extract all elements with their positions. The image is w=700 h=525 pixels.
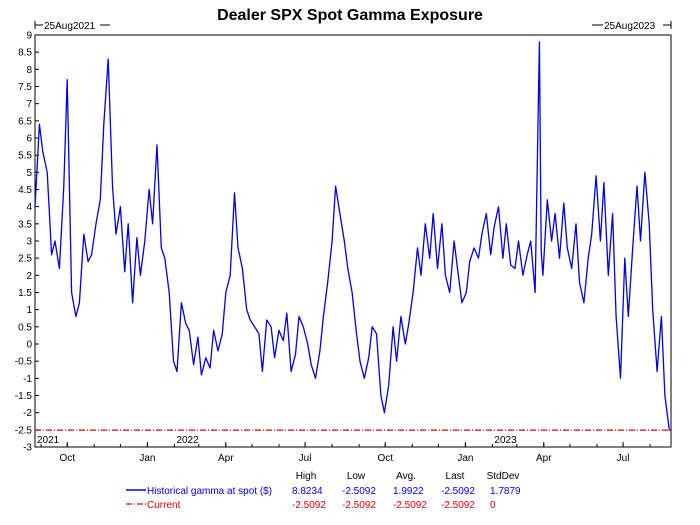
stat-historical-stddev: 1.7879 <box>490 486 521 497</box>
y-tick-label: 3 <box>26 237 32 248</box>
legend-entry-current: Current -2.5092 -2.5092 -2.5092 -2.5092 … <box>126 500 496 511</box>
y-tick-label: 0.5 <box>18 322 32 333</box>
y-tick-label: 1.5 <box>18 288 32 299</box>
stat-current-avg: -2.5092 <box>393 500 427 511</box>
range-start-label: 25Aug2021 <box>44 21 96 32</box>
range-end-label: 25Aug2023 <box>604 21 656 32</box>
stat-historical-last: -2.5092 <box>441 486 475 497</box>
y-tick-label: -2 <box>23 408 32 419</box>
legend-label-historical: Historical gamma at spot ($) <box>147 486 272 497</box>
historical-gamma-line <box>34 41 672 431</box>
x-tick-label: Jan <box>139 453 155 464</box>
legend-label-current: Current <box>147 500 181 511</box>
y-tick-label: -1.5 <box>15 391 33 402</box>
stats-header-avg: Avg. <box>396 471 416 482</box>
stats-header-high: High <box>296 471 317 482</box>
y-tick-label: 4 <box>26 202 32 213</box>
stats-header-low: Low <box>347 471 366 482</box>
series-lines <box>34 41 672 431</box>
x-tick-label: Oct <box>59 453 75 464</box>
x-tick-label: Apr <box>536 453 552 464</box>
y-tick-label: 9 <box>26 31 32 42</box>
x-tick-label: Apr <box>218 453 234 464</box>
y-tick-label: 8.5 <box>18 48 32 59</box>
y-tick-label: 5 <box>26 168 32 179</box>
y-tick-label: 6 <box>26 134 32 145</box>
y-tick-label: 7 <box>26 99 32 110</box>
y-tick-label: -2.5 <box>15 425 33 436</box>
y-tick-label: 2.5 <box>18 254 32 265</box>
y-tick-label: 3.5 <box>18 219 32 230</box>
stat-historical-avg: 1.9922 <box>393 486 424 497</box>
x-tick-label: Jan <box>457 453 473 464</box>
y-tick-label: 5.5 <box>18 151 32 162</box>
year-label: 2022 <box>176 435 199 446</box>
range-start-marker: 25Aug2021 <box>34 21 110 32</box>
x-tick-label: Jul <box>299 453 312 464</box>
range-end-marker: 25Aug2023 <box>592 21 672 32</box>
legend-entry-historical: Historical gamma at spot ($) 8.8234 -2.5… <box>126 486 521 497</box>
year-label: 2021 <box>37 435 60 446</box>
stat-current-last: -2.5092 <box>441 500 475 511</box>
y-tick-label: 0 <box>26 340 32 351</box>
stat-historical-high: 8.8234 <box>292 486 323 497</box>
y-tick-label: 7.5 <box>18 82 32 93</box>
y-axis: 9 8.5 8 7.5 7 6.5 6 5.5 5 4.5 4 3.5 3 2.5 2 1.5 1 0.5 0 -0.… <box>15 31 39 454</box>
y-tick-label: -0.5 <box>15 357 33 368</box>
stats-header-last: Last <box>446 471 465 482</box>
y-tick-label: 2 <box>26 271 32 282</box>
y-tick-label: 8 <box>26 65 32 76</box>
y-tick-label: -3 <box>23 443 32 454</box>
stat-current-high: -2.5092 <box>292 500 326 511</box>
stat-historical-low: -2.5092 <box>342 486 376 497</box>
year-label: 2023 <box>494 435 517 446</box>
y-tick-label: 4.5 <box>18 185 32 196</box>
legend: High Low Avg. Last StdDev Historical gam… <box>126 471 521 511</box>
stats-header-stddev: StdDev <box>487 471 520 482</box>
y-tick-label: 6.5 <box>18 116 32 127</box>
x-tick-label: Jul <box>617 453 630 464</box>
plot-frame <box>34 34 672 448</box>
y-tick-label: -1 <box>23 374 32 385</box>
stat-current-low: -2.5092 <box>342 500 376 511</box>
x-tick-label: Oct <box>377 453 393 464</box>
y-tick-label: 1 <box>26 305 32 316</box>
chart-title: Dealer SPX Spot Gamma Exposure <box>217 7 483 24</box>
stat-current-stddev: 0 <box>490 500 496 511</box>
x-axis: Oct Jan Apr Jul Oct Jan Apr Jul 2021 2022 2023 <box>37 435 651 464</box>
